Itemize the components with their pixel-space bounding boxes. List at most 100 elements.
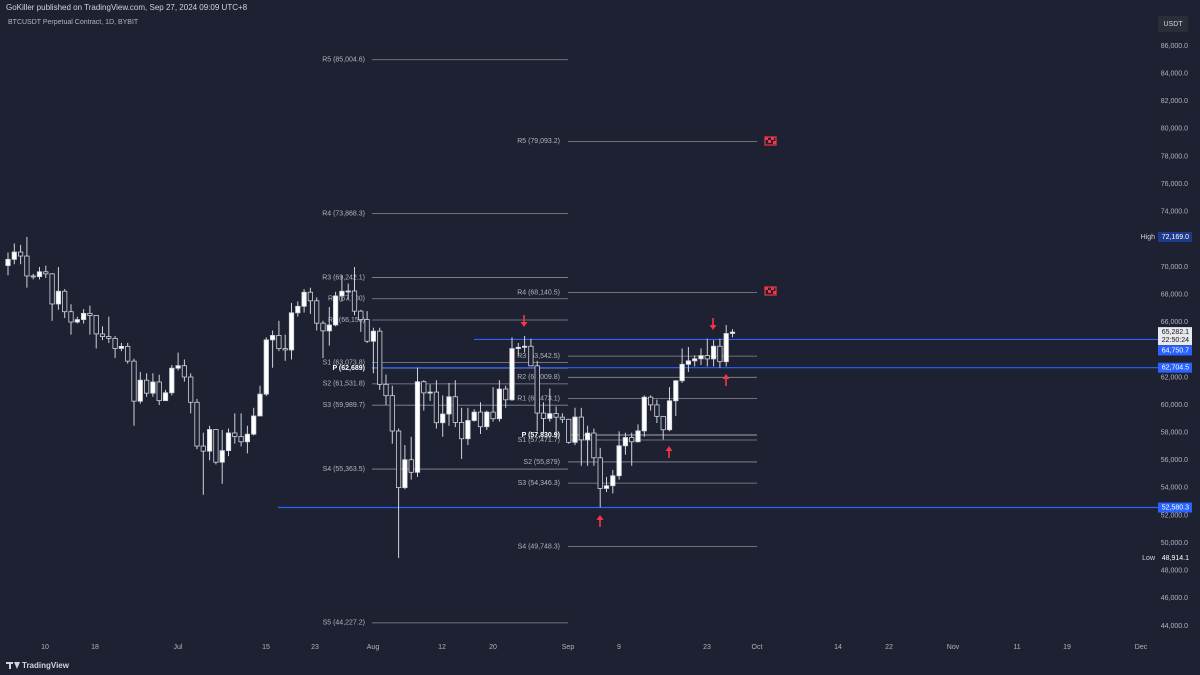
pivot-label: P (62,689) <box>332 365 365 372</box>
pivot-label: R3 (63,542.5) <box>517 353 560 360</box>
candle-body <box>276 335 282 349</box>
candle-body <box>200 445 206 452</box>
candle-body <box>314 300 320 324</box>
candle-body <box>17 251 24 257</box>
y-tick-label: 80,000.0 <box>1161 126 1188 133</box>
arrow-head <box>596 515 604 520</box>
candle-body <box>547 413 553 419</box>
candle-body <box>433 391 440 424</box>
candle-body <box>131 360 137 402</box>
candle-body <box>522 345 528 348</box>
candle-body <box>257 393 263 417</box>
candle-body <box>175 365 181 369</box>
candle-body <box>106 336 112 339</box>
y-tick-label: 84,000.0 <box>1161 70 1188 77</box>
candle-body <box>282 348 288 351</box>
candle-body <box>540 412 547 419</box>
y-tick-label: 70,000.0 <box>1161 264 1188 271</box>
pivot-label: S1 (63,073.8) <box>323 359 365 366</box>
marker-tag: High <box>1141 234 1156 241</box>
candle-body <box>351 290 358 312</box>
arrow-head <box>520 322 528 327</box>
candle-body <box>74 319 80 323</box>
candle-body <box>137 379 143 402</box>
marker-label: 72,169.0 <box>1162 234 1189 241</box>
candle-body <box>484 411 490 428</box>
candle-body <box>572 416 578 443</box>
candle-body <box>673 380 679 402</box>
y-tick-label: 82,000.0 <box>1161 98 1188 105</box>
candle-body <box>370 330 377 342</box>
candle-body <box>477 411 484 428</box>
currency[interactable]: USDT <box>1163 21 1183 28</box>
candle-body <box>389 395 395 432</box>
price-badge-label: 62,704.5 <box>1162 365 1189 372</box>
currency-box[interactable] <box>1158 16 1188 32</box>
candle-body <box>307 291 314 302</box>
candle-body <box>118 345 124 349</box>
brand-logo <box>6 662 20 669</box>
pivot-label: S2 (61,531.8) <box>323 381 365 388</box>
candle-body <box>219 450 225 463</box>
pivot-label: P (57,830.9) <box>522 432 560 439</box>
candle-body <box>5 258 11 266</box>
y-tick-label: 62,000.0 <box>1161 374 1188 381</box>
candle-body <box>635 430 641 443</box>
y-tick-label: 56,000.0 <box>1161 457 1188 464</box>
candle-body <box>55 290 62 305</box>
marker-badge <box>1158 553 1192 564</box>
candle-body <box>414 381 421 473</box>
candle-body <box>679 363 685 382</box>
candle-body <box>446 396 452 415</box>
candle-body <box>666 400 673 431</box>
y-tick-label: 52,000.0 <box>1161 512 1188 519</box>
x-tick-label: 20 <box>489 644 497 651</box>
x-tick-label: 19 <box>1063 644 1071 651</box>
candle-body <box>395 430 402 489</box>
x-tick-label: Aug <box>367 644 380 651</box>
candle-body <box>654 404 660 417</box>
candle-body <box>332 295 339 326</box>
candle-body <box>698 355 704 360</box>
candle-body <box>641 396 647 432</box>
y-tick-label: 44,000.0 <box>1161 623 1188 630</box>
candle-body <box>717 345 723 363</box>
candle-body <box>36 271 43 278</box>
candle-body <box>603 485 610 489</box>
flag-check <box>765 137 776 144</box>
x-tick-label: 22 <box>885 644 893 651</box>
candle-body <box>591 432 597 459</box>
candle-body <box>11 251 17 260</box>
brand: TradingView <box>22 661 70 670</box>
price-badge-label: 52,580.3 <box>1162 504 1189 511</box>
candle-body <box>383 383 389 397</box>
candle-body <box>622 437 629 447</box>
candle-body <box>585 432 591 441</box>
candle-body <box>68 311 74 323</box>
pivot-label: R4 (68,140.5) <box>517 289 560 296</box>
candle-body <box>30 275 36 278</box>
candle-body <box>616 445 622 477</box>
last-price-label: 65,282.1 <box>1162 329 1189 336</box>
candle-body <box>81 312 87 320</box>
candle-body <box>358 310 364 320</box>
pivot-label: S5 (44,227.2) <box>323 620 365 627</box>
y-tick-label: 46,000.0 <box>1161 595 1188 602</box>
candle-body <box>345 290 351 293</box>
candle-body <box>534 365 540 414</box>
candle-body <box>660 415 666 431</box>
x-tick-label: 14 <box>834 644 842 651</box>
pivot-label: R1 (66,158) <box>328 317 365 324</box>
x-tick-label: Oct <box>752 644 763 651</box>
chart-title: BTCUSDT Perpetual Contract, 1D, BYBIT <box>8 19 139 26</box>
candle-body <box>288 312 295 351</box>
price-badge <box>1158 502 1192 513</box>
x-tick-label: 11 <box>1013 644 1020 651</box>
x-tick-label: Nov <box>947 644 960 651</box>
y-tick-label: 48,000.0 <box>1161 568 1188 575</box>
candle-body <box>263 339 269 395</box>
candle-body <box>301 291 307 307</box>
